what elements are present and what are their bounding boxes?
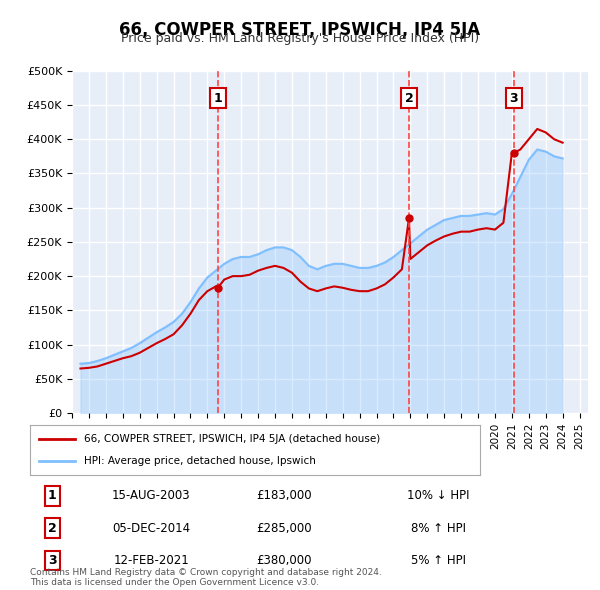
- Text: 12-FEB-2021: 12-FEB-2021: [113, 553, 190, 566]
- Text: 2: 2: [48, 522, 56, 535]
- Text: 05-DEC-2014: 05-DEC-2014: [112, 522, 191, 535]
- Text: £183,000: £183,000: [256, 490, 312, 503]
- Text: 2: 2: [404, 91, 413, 104]
- Text: 66, COWPER STREET, IPSWICH, IP4 5JA: 66, COWPER STREET, IPSWICH, IP4 5JA: [119, 21, 481, 39]
- Text: 15-AUG-2003: 15-AUG-2003: [112, 490, 191, 503]
- Text: £285,000: £285,000: [256, 522, 312, 535]
- Text: 66, COWPER STREET, IPSWICH, IP4 5JA (detached house): 66, COWPER STREET, IPSWICH, IP4 5JA (det…: [84, 434, 380, 444]
- Text: Contains HM Land Registry data © Crown copyright and database right 2024.
This d: Contains HM Land Registry data © Crown c…: [30, 568, 382, 587]
- Text: 3: 3: [509, 91, 518, 104]
- Text: HPI: Average price, detached house, Ipswich: HPI: Average price, detached house, Ipsw…: [84, 456, 316, 466]
- Text: Price paid vs. HM Land Registry's House Price Index (HPI): Price paid vs. HM Land Registry's House …: [121, 32, 479, 45]
- Text: 3: 3: [48, 553, 56, 566]
- Text: 1: 1: [214, 91, 222, 104]
- Text: £380,000: £380,000: [256, 553, 311, 566]
- Text: 5% ↑ HPI: 5% ↑ HPI: [411, 553, 466, 566]
- Text: 10% ↓ HPI: 10% ↓ HPI: [407, 490, 470, 503]
- Text: 1: 1: [48, 490, 56, 503]
- Text: 8% ↑ HPI: 8% ↑ HPI: [411, 522, 466, 535]
